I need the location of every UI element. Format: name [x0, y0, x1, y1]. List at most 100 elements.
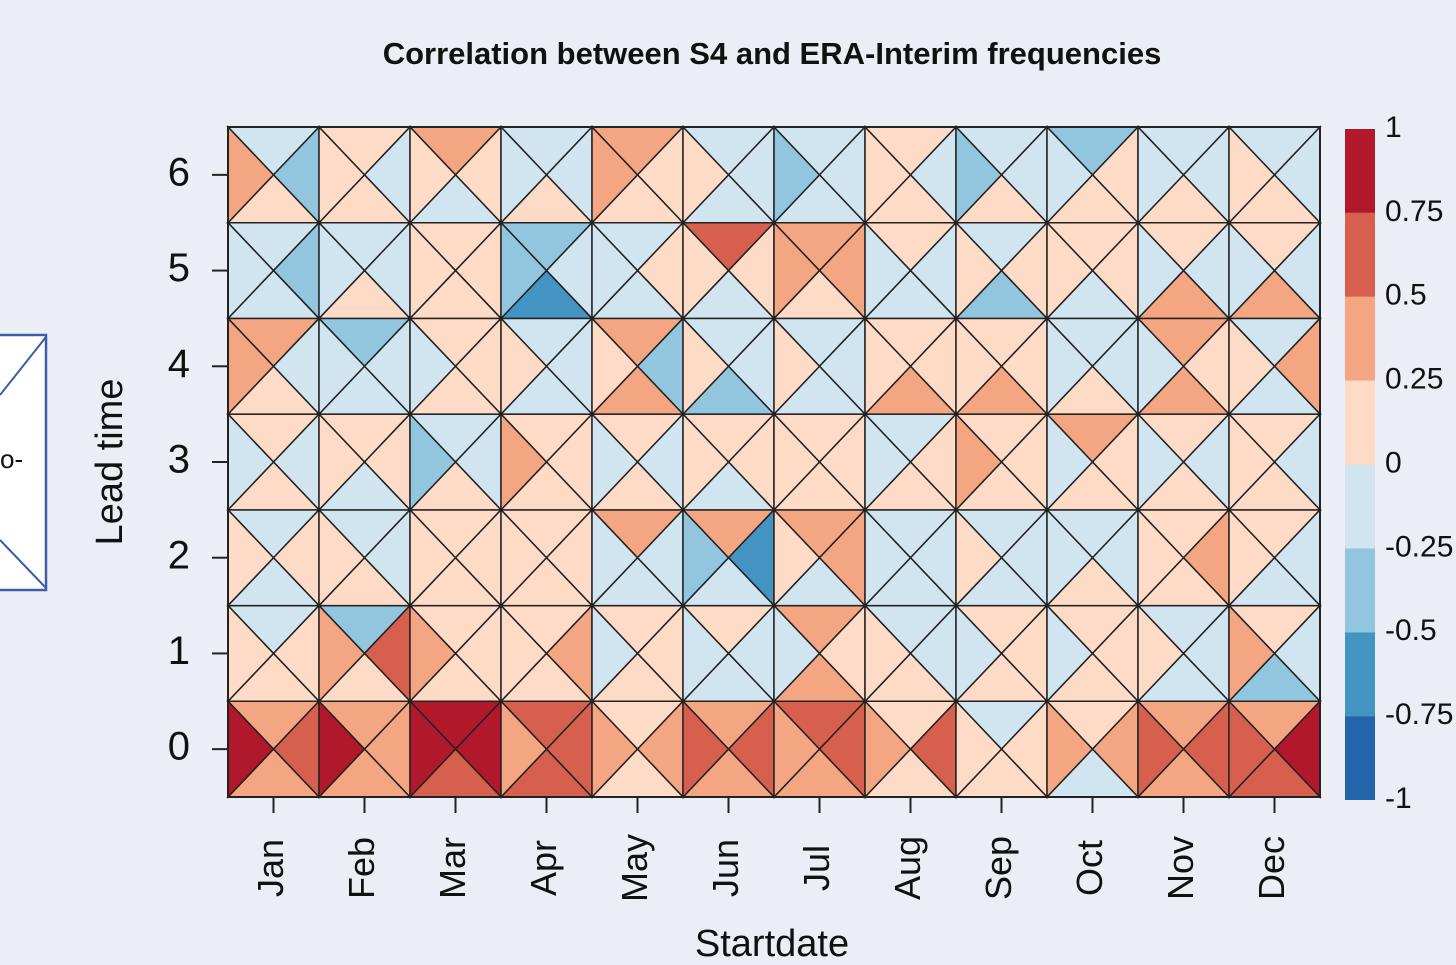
triangle [864, 603, 912, 704]
colorbar-label: 0.5 [1385, 279, 1427, 312]
triangle [591, 603, 639, 704]
y-tick-label: 5 [168, 246, 190, 290]
triangle [682, 412, 730, 512]
triangle [318, 507, 366, 608]
colorbar-swatch [1345, 548, 1375, 633]
x-tick-label: Feb [341, 837, 382, 899]
triangle [1228, 603, 1276, 704]
y-axis-label: Lead time [89, 379, 131, 546]
triangle [1228, 125, 1276, 225]
triangle [864, 412, 912, 512]
triangle [591, 699, 639, 799]
triangle [1137, 220, 1185, 321]
colorbar-label: -1 [1385, 782, 1412, 815]
triangle [1137, 699, 1185, 799]
triangle [591, 125, 639, 225]
x-tick-label: Jan [250, 839, 291, 897]
triangle [500, 507, 548, 608]
y-tick-label: 3 [168, 438, 190, 482]
triangle [773, 316, 821, 417]
triangle [1046, 507, 1094, 608]
triangle [591, 316, 639, 417]
triangle [1228, 412, 1276, 512]
side-text: o- [0, 444, 23, 474]
x-tick-label: Mar [432, 837, 473, 899]
colorbar-label: 0.75 [1385, 195, 1443, 228]
triangle [318, 603, 366, 704]
triangle [1046, 603, 1094, 704]
y-tick-label: 2 [168, 533, 190, 577]
x-tick-label: Jul [796, 845, 837, 891]
triangle [500, 699, 548, 799]
colorbar-label: -0.5 [1385, 614, 1437, 647]
colorbar-label: 0.25 [1385, 363, 1443, 396]
triangle [1137, 316, 1185, 417]
triangle [773, 125, 821, 225]
triangle [409, 507, 457, 608]
x-tick-label: Jun [705, 839, 746, 897]
x-tick-label: Nov [1160, 836, 1201, 900]
colorbar-label: -0.75 [1385, 698, 1453, 731]
x-tick-label: May [614, 834, 655, 902]
triangle [318, 412, 366, 512]
colorbar-swatch [1345, 129, 1375, 213]
triangle [773, 603, 821, 704]
triangle [955, 603, 1003, 704]
triangle [409, 316, 457, 417]
colorbar-swatch [1345, 464, 1375, 549]
colorbar-swatch [1345, 212, 1375, 297]
triangle [682, 699, 730, 799]
triangle [1228, 316, 1276, 417]
triangle [1046, 699, 1094, 799]
colorbar-swatch [1345, 380, 1375, 465]
triangle [500, 316, 548, 417]
triangle [955, 220, 1003, 321]
y-tick-label: 0 [168, 725, 190, 769]
triangle [1137, 507, 1185, 608]
x-tick-label: Aug [887, 836, 928, 900]
triangle [1046, 316, 1094, 417]
triangle [864, 316, 912, 417]
x-axis-label: Startdate [695, 923, 849, 965]
x-tick-label: Oct [1069, 840, 1110, 896]
x-tick-label: Sep [978, 836, 1019, 900]
colorbar-swatch [1345, 296, 1375, 381]
triangle [1046, 412, 1094, 512]
triangle [591, 220, 639, 321]
triangle [682, 125, 730, 225]
x-tick-label: Apr [523, 840, 564, 896]
triangle [409, 220, 457, 321]
triangle [1137, 125, 1185, 225]
triangle [773, 412, 821, 512]
triangle [864, 507, 912, 608]
colorbar-label: 1 [1385, 111, 1402, 144]
triangle [955, 316, 1003, 417]
triangle [955, 507, 1003, 608]
triangle [864, 125, 912, 225]
triangle [591, 412, 639, 512]
triangle [409, 412, 457, 512]
triangle [318, 316, 366, 417]
triangle [318, 220, 366, 321]
colorbar-swatch [1345, 632, 1375, 717]
triangle [1137, 603, 1185, 704]
triangle [864, 220, 912, 321]
chart-title: Correlation between S4 and ERA-Interim f… [383, 36, 1162, 71]
triangle [500, 412, 548, 512]
y-tick-label: 6 [168, 150, 190, 194]
triangle [1228, 507, 1276, 608]
triangle [318, 699, 366, 799]
colorbar-swatch [1345, 716, 1375, 800]
triangle [318, 125, 366, 225]
x-tick-label: Dec [1251, 836, 1292, 900]
triangle [773, 507, 821, 608]
triangle [409, 603, 457, 704]
triangle [955, 699, 1003, 799]
triangle [500, 603, 548, 704]
triangle [864, 699, 912, 799]
triangle [682, 316, 730, 417]
triangle [409, 699, 457, 799]
triangle [682, 603, 730, 704]
triangle [773, 699, 821, 799]
